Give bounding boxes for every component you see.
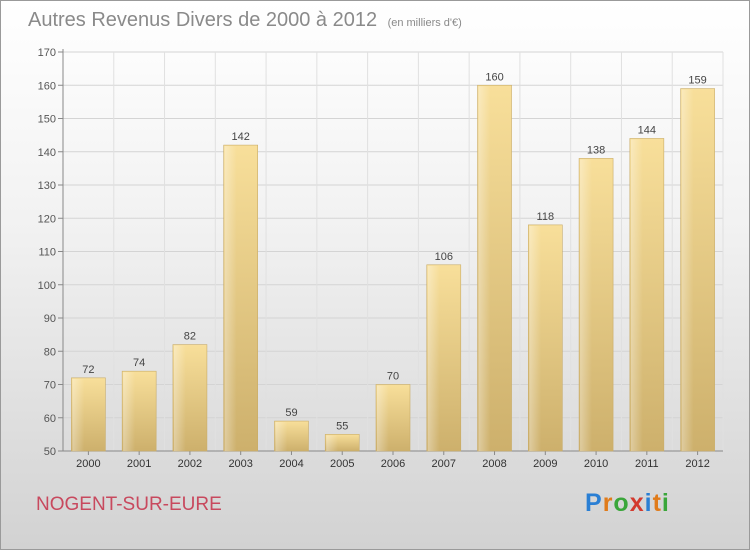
data-label-2006: 70 — [387, 371, 399, 383]
bar-highlight — [326, 435, 339, 451]
chart-title-text: Autres Revenus Divers de 2000 à 2012 — [28, 9, 378, 31]
bar-highlight — [123, 372, 136, 451]
bar-highlight — [630, 139, 643, 451]
logo-letter: P — [585, 489, 603, 517]
y-tick-label: 90 — [44, 313, 56, 325]
bar-highlight — [377, 385, 389, 451]
city-name: NOGENT-SUR-EURE — [36, 494, 222, 515]
chart-title: Autres Revenus Divers de 2000 à 2012 (en… — [28, 9, 462, 32]
data-label-2010: 138 — [587, 144, 605, 156]
y-tick-label: 110 — [38, 247, 56, 259]
bar-highlight — [275, 422, 288, 451]
x-tick-label: 2000 — [76, 458, 100, 470]
logo-letter: i — [644, 489, 653, 517]
y-tick-label: 160 — [38, 80, 56, 92]
data-label-2011: 144 — [638, 124, 656, 136]
y-tick-label: 150 — [38, 114, 56, 126]
y-tick-label: 50 — [44, 446, 56, 458]
logo-letter: t — [652, 489, 662, 517]
labels: 50 60 70 80 90 100 110 120 130 140 150 160 170 72 2000… — [38, 47, 710, 470]
bar-highlight — [478, 86, 491, 451]
bar-highlight — [224, 146, 237, 451]
x-tick-label: 2001 — [127, 458, 151, 470]
x-tick-label: 2009 — [533, 458, 557, 470]
logo-letter: r — [602, 489, 614, 517]
bar-highlight — [529, 225, 542, 451]
data-label-2000: 72 — [82, 364, 94, 376]
data-label-2009: 118 — [537, 211, 555, 223]
bar-highlight — [173, 345, 186, 451]
y-tick-label: 100 — [38, 280, 56, 292]
data-label-2003: 142 — [232, 131, 250, 143]
x-tick-label: 2002 — [178, 458, 202, 470]
chart-unit-label: (en milliers d'€) — [387, 17, 462, 29]
y-tick-label: 70 — [44, 380, 56, 392]
data-label-2008: 160 — [485, 71, 503, 83]
bars — [71, 84, 715, 452]
data-label-2005: 55 — [336, 420, 348, 432]
proxiti-logo[interactable]: Proxiti — [585, 489, 670, 518]
y-tick-label: 170 — [38, 47, 56, 59]
logo-letter: o — [613, 489, 630, 517]
x-tick-label: 2003 — [228, 458, 252, 470]
y-tick-label: 60 — [44, 413, 56, 425]
data-label-2007: 106 — [435, 251, 453, 263]
bar-highlight — [580, 159, 592, 451]
logo-letter: x — [629, 489, 645, 517]
bar-highlight — [427, 265, 440, 451]
data-label-2001: 74 — [133, 357, 145, 369]
x-tick-label: 2008 — [482, 458, 506, 470]
x-tick-label: 2011 — [635, 458, 659, 470]
x-tick-label: 2006 — [381, 458, 405, 470]
logo-letter: i — [661, 489, 670, 517]
x-tick-label: 2007 — [432, 458, 456, 470]
x-tick-label: 2005 — [330, 458, 354, 470]
data-label-2012: 159 — [688, 75, 706, 87]
x-tick-label: 2010 — [584, 458, 608, 470]
bar-highlight — [681, 89, 694, 451]
y-tick-label: 130 — [38, 180, 56, 192]
data-label-2002: 82 — [184, 331, 196, 343]
x-tick-label: 2004 — [279, 458, 303, 470]
bar-highlight — [72, 378, 85, 451]
data-label-2004: 59 — [285, 407, 297, 419]
y-tick-label: 80 — [44, 346, 56, 358]
y-tick-label: 120 — [38, 213, 56, 225]
y-tick-label: 140 — [38, 147, 56, 159]
x-tick-label: 2012 — [685, 458, 709, 470]
